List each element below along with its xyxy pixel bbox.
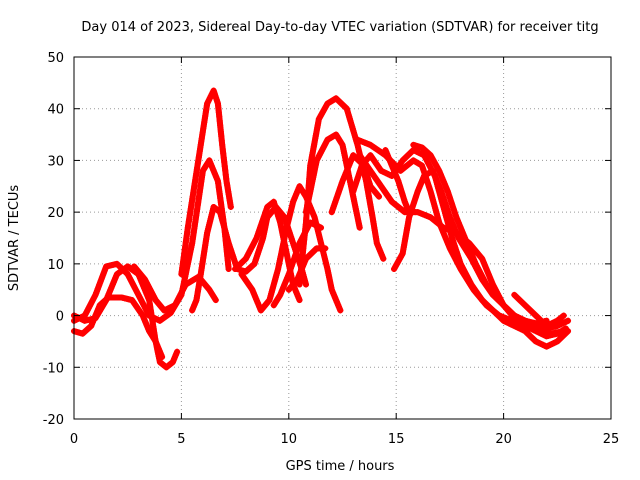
axis-ticks: 0 5 10 15 20 25 -20 -10 0 10 20 30 40 50 <box>43 51 620 447</box>
x-tick-label: 10 <box>281 432 298 447</box>
grid <box>74 57 611 419</box>
series-markers <box>382 147 413 216</box>
y-tick-label: 0 <box>56 310 64 325</box>
series-track-s <box>410 141 569 340</box>
x-tick-label: 0 <box>70 432 78 447</box>
y-tick-label: 30 <box>47 154 64 169</box>
x-tick-label: 15 <box>388 432 405 447</box>
series-markers <box>410 141 569 340</box>
x-axis-label: GPS time / hours <box>286 459 395 474</box>
data-series <box>71 87 572 371</box>
series-track-t <box>511 291 567 329</box>
series-track-f <box>178 87 234 278</box>
chart-title: Day 014 of 2023, Sidereal Day-to-day VTE… <box>81 20 598 35</box>
series-markers <box>178 87 234 278</box>
y-tick-label: 10 <box>47 258 64 273</box>
series-track-q <box>382 147 413 216</box>
y-axis-label: SDTVAR / TECUs <box>7 185 22 292</box>
x-tick-label: 25 <box>603 432 620 447</box>
y-tick-label: -20 <box>43 413 64 428</box>
plot-frame <box>73 56 612 420</box>
y-tick-label: 40 <box>47 103 64 118</box>
series-markers <box>511 291 567 329</box>
y-tick-label: 50 <box>47 51 64 66</box>
x-tick-label: 20 <box>495 432 512 447</box>
series-track-j <box>270 219 325 309</box>
x-tick-label: 5 <box>177 432 185 447</box>
y-tick-label: 20 <box>47 206 64 221</box>
y-tick-label: -10 <box>43 361 64 376</box>
series-track-m <box>328 152 383 216</box>
